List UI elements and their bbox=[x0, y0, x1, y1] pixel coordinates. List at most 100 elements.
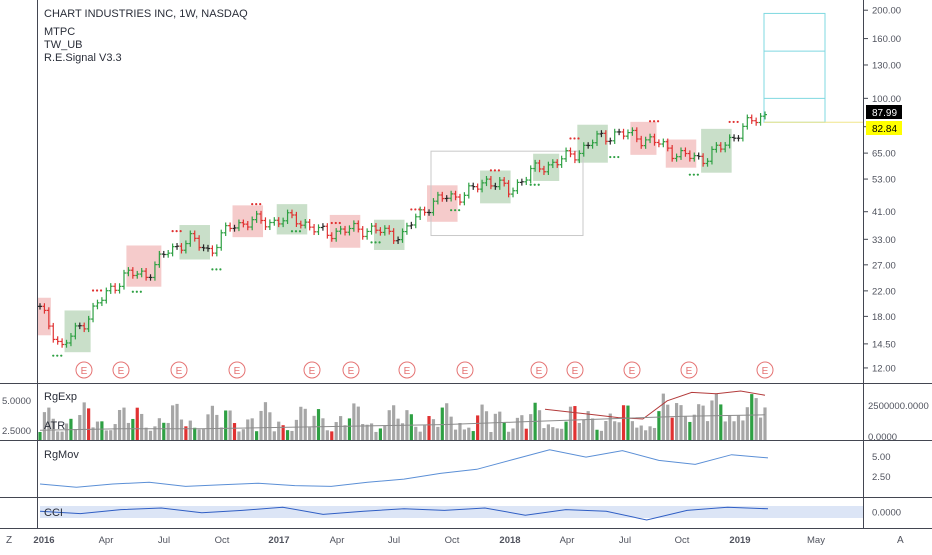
price-tick-label: 41.00 bbox=[872, 207, 896, 218]
signal-dot bbox=[135, 290, 138, 293]
volume-bar bbox=[144, 427, 148, 440]
volume-bar bbox=[392, 405, 396, 440]
volume-bar bbox=[418, 431, 422, 440]
volume-bar bbox=[175, 403, 179, 440]
price-tick-label: 65.00 bbox=[872, 149, 896, 160]
signal-dot bbox=[688, 173, 691, 176]
volume-bar bbox=[201, 429, 206, 440]
volume-bar bbox=[312, 415, 316, 440]
earnings-marker-label: E bbox=[348, 366, 355, 377]
volume-bar bbox=[604, 420, 608, 440]
level-price-badge bbox=[866, 121, 902, 135]
volume-bar bbox=[644, 430, 648, 440]
earnings-marker-circle bbox=[623, 361, 641, 379]
volume-bar bbox=[542, 428, 546, 440]
earnings-marker-label: E bbox=[536, 366, 543, 377]
time-axis-ticks: 2016 Apr Jul Oct 2017 Apr Jul Oct 2018 Apr Jul Oct 2… bbox=[33, 535, 825, 546]
volume-bar bbox=[736, 415, 741, 440]
signal-dot bbox=[529, 183, 532, 186]
volume-bar bbox=[427, 416, 431, 440]
volume-bar bbox=[325, 430, 329, 440]
volume-bar bbox=[82, 402, 86, 440]
volume-bar bbox=[705, 421, 710, 440]
last-price-badge bbox=[866, 105, 902, 119]
earnings-marker-circle bbox=[170, 361, 188, 379]
volume-bar bbox=[383, 425, 387, 440]
earnings-marker-label: E bbox=[629, 366, 636, 377]
rgmov-label: RgMov bbox=[44, 449, 79, 461]
volume-bar bbox=[692, 414, 696, 440]
signal-box-bearish bbox=[38, 297, 51, 336]
volume-bar bbox=[166, 422, 170, 440]
volume-bar bbox=[701, 405, 705, 440]
signal-dot bbox=[410, 208, 413, 211]
volume-bar bbox=[670, 417, 674, 440]
signal-dot bbox=[255, 203, 258, 206]
volume-bar bbox=[573, 406, 577, 440]
volume-bar bbox=[73, 429, 77, 440]
indicator-label-3: R.E.Signal V3.3 bbox=[44, 52, 122, 64]
signal-dot bbox=[290, 230, 294, 233]
cci-line bbox=[39, 506, 769, 521]
signal-dot bbox=[569, 137, 572, 140]
volume-bar bbox=[560, 428, 564, 440]
time-tick-label: 2019 bbox=[729, 535, 750, 546]
signal-dot bbox=[652, 120, 656, 123]
rgexp-right-tick: 2500000.0000 bbox=[868, 401, 929, 412]
volume-bar bbox=[679, 405, 683, 440]
volume-bar bbox=[339, 416, 343, 440]
volume-bar bbox=[758, 417, 763, 440]
signal-dot bbox=[215, 268, 218, 271]
volume-bar bbox=[608, 413, 612, 440]
signal-dot bbox=[533, 183, 536, 186]
cci-tick: 0.0000 bbox=[872, 508, 901, 519]
signal-boxes bbox=[38, 121, 732, 353]
consolidation-box bbox=[430, 150, 584, 237]
signal-dot bbox=[450, 209, 453, 212]
volume-bar bbox=[51, 418, 55, 440]
zoom-reset-button[interactable]: Z bbox=[6, 535, 12, 546]
signal-dot bbox=[648, 120, 652, 123]
volume-bar bbox=[652, 427, 657, 440]
volume-bar bbox=[414, 426, 418, 440]
volume-bar bbox=[281, 425, 285, 440]
volume-bar bbox=[639, 425, 643, 440]
indicator-label-1: MTPC bbox=[44, 26, 75, 38]
volume-bar bbox=[56, 431, 60, 440]
volume-bar bbox=[148, 430, 153, 440]
volume-bar bbox=[171, 405, 175, 440]
volume-bar bbox=[104, 430, 108, 440]
volume-bar bbox=[122, 407, 126, 440]
volume-bar bbox=[626, 405, 630, 440]
rgmov-line bbox=[39, 449, 769, 488]
rgmov-pane: 5.00 2.50 bbox=[39, 449, 891, 488]
volume-bar bbox=[732, 421, 736, 440]
volume-bar bbox=[400, 423, 405, 440]
auto-scale-button[interactable]: A bbox=[897, 535, 904, 546]
volume-bar bbox=[515, 417, 520, 440]
volume-bar bbox=[78, 415, 82, 440]
volume-bar bbox=[259, 410, 263, 440]
time-tick-label: Oct bbox=[215, 535, 230, 546]
volume-bar bbox=[613, 421, 617, 440]
candles bbox=[38, 111, 767, 348]
volume-bar bbox=[316, 409, 321, 440]
volume-bar bbox=[590, 418, 595, 440]
volume-bar bbox=[42, 412, 47, 440]
volume-bar bbox=[431, 419, 436, 440]
volume-bar bbox=[577, 422, 581, 440]
earnings-marker-label: E bbox=[309, 366, 316, 377]
signal-box-bullish bbox=[276, 204, 308, 235]
volume-bar bbox=[396, 418, 400, 440]
earnings-marker-circle bbox=[112, 361, 130, 379]
signal-dot bbox=[609, 155, 612, 159]
volume-bar bbox=[754, 398, 758, 440]
volume-bar bbox=[153, 426, 157, 440]
signal-dot bbox=[99, 289, 103, 292]
earnings-marker-label: E bbox=[81, 366, 88, 377]
volume-bar bbox=[476, 415, 480, 440]
volume-bar bbox=[502, 422, 506, 440]
indicator-label-2: TW_UB bbox=[44, 39, 83, 51]
earnings-marker-circle bbox=[680, 361, 698, 379]
